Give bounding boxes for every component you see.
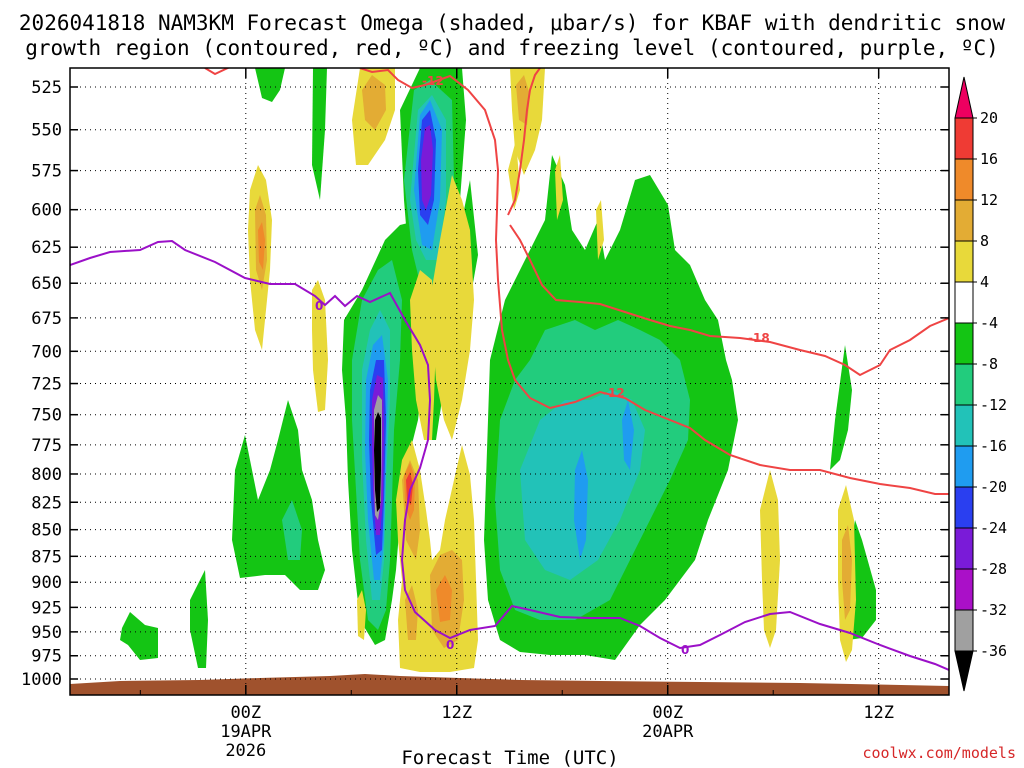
contour-label-freezing-b: 0	[446, 638, 454, 652]
y-tick-label: 925	[31, 598, 62, 618]
y-tick-label: 650	[31, 274, 62, 294]
colorbar-label: -4	[980, 314, 998, 332]
y-tick-label: 625	[31, 238, 62, 258]
contour-label-freezing-a: 0	[315, 299, 323, 313]
colorbar-label: -20	[980, 478, 1007, 496]
colorbar-segment	[954, 445, 974, 488]
y-tick-label: 800	[31, 465, 62, 485]
y-tick-label: 700	[31, 342, 62, 362]
credit-text: coolwx.com/models	[862, 744, 1016, 762]
contour-label-dgz-12-mid: -12	[603, 386, 625, 400]
colorbar-segment	[954, 281, 974, 324]
colorbar-label: -28	[980, 560, 1007, 578]
terrain-fill	[70, 674, 949, 695]
omega-shading	[120, 68, 876, 672]
colorbar-segment	[954, 609, 974, 652]
y-tick-label: 1000	[21, 670, 62, 690]
y-tick-label: 775	[31, 436, 62, 456]
colorbar-segment	[954, 322, 974, 365]
x-tick-label: 00Z	[652, 703, 683, 723]
colorbar-segment	[954, 117, 974, 160]
y-tick-label: 850	[31, 521, 62, 541]
dgz-contours	[204, 68, 949, 495]
y-tick-label: 900	[31, 573, 62, 593]
colorbar-segment	[954, 199, 974, 242]
y-tick-label: 825	[31, 493, 62, 513]
y-axis: 525 550 575 600 625 650 675 700 725 750 775 800 825 8…	[21, 78, 949, 690]
plot-frame	[69, 67, 950, 696]
colorbar-label: -16	[980, 437, 1007, 455]
colorbar-top-arrow	[954, 76, 974, 119]
contour-label-dgz-12-top: -12	[422, 74, 444, 88]
chart-title-line1: 2026041818 NAM3KM Forecast Omega (shaded…	[19, 11, 1006, 35]
colorbar-segment	[954, 363, 974, 406]
x-axis: 00Z19APR202612Z00Z20APR12Z00Z21APR	[139, 68, 894, 761]
colorbar: 20 16 12 8 4 -4 -8 -12 -16 -20 -24 -28 -32 -36	[954, 76, 1007, 692]
y-tick-label: 600	[31, 201, 62, 221]
x-tick-label: 20APR	[642, 722, 694, 742]
colorbar-bottom-arrow	[954, 650, 974, 692]
x-tick-label: 2026	[225, 741, 266, 761]
x-tick-label: 00Z	[230, 703, 261, 723]
y-tick-label: 950	[31, 623, 62, 643]
colorbar-segment	[954, 404, 974, 447]
x-tick-label: 12Z	[441, 703, 472, 723]
chart-title-line2: growth region (contoured, red, ºC) and f…	[25, 36, 999, 60]
colorbar-label: -12	[980, 396, 1007, 414]
colorbar-segment	[954, 158, 974, 201]
y-tick-label: 550	[31, 121, 62, 141]
colorbar-label: 12	[980, 191, 998, 209]
colorbar-label: -24	[980, 519, 1007, 537]
y-tick-label: 575	[31, 162, 62, 182]
colorbar-label: -32	[980, 601, 1007, 619]
contour-label-dgz-18: -18	[748, 331, 770, 345]
x-tick-label: 19APR	[220, 722, 272, 742]
contour-label-freezing-c: 0	[681, 643, 689, 657]
colorbar-segment	[954, 240, 974, 283]
y-tick-label: 675	[31, 309, 62, 329]
y-tick-label: 525	[31, 78, 62, 98]
x-axis-label: Forecast Time (UTC)	[401, 747, 618, 768]
colorbar-segment	[954, 568, 974, 611]
colorbar-segment	[954, 527, 974, 570]
colorbar-label: 20	[980, 109, 998, 127]
colorbar-label: 8	[980, 232, 989, 250]
colorbar-label: 16	[980, 150, 998, 168]
y-tick-label: 750	[31, 406, 62, 426]
y-tick-label: 875	[31, 547, 62, 567]
colorbar-label: -8	[980, 355, 998, 373]
y-tick-label: 975	[31, 647, 62, 667]
x-tick-label: 12Z	[863, 703, 894, 723]
colorbar-segment	[954, 486, 974, 529]
freezing-level-contour	[70, 239, 949, 671]
colorbar-label: -36	[980, 642, 1007, 660]
y-tick-label: 725	[31, 375, 62, 395]
colorbar-label: 4	[980, 273, 989, 291]
